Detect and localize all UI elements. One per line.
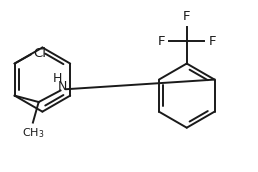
Text: H: H [53, 72, 63, 85]
Text: F: F [183, 10, 190, 23]
Text: N: N [57, 80, 67, 93]
Text: F: F [157, 35, 165, 48]
Text: Cl: Cl [33, 47, 46, 60]
Text: CH$_3$: CH$_3$ [22, 126, 44, 140]
Text: F: F [208, 35, 216, 48]
